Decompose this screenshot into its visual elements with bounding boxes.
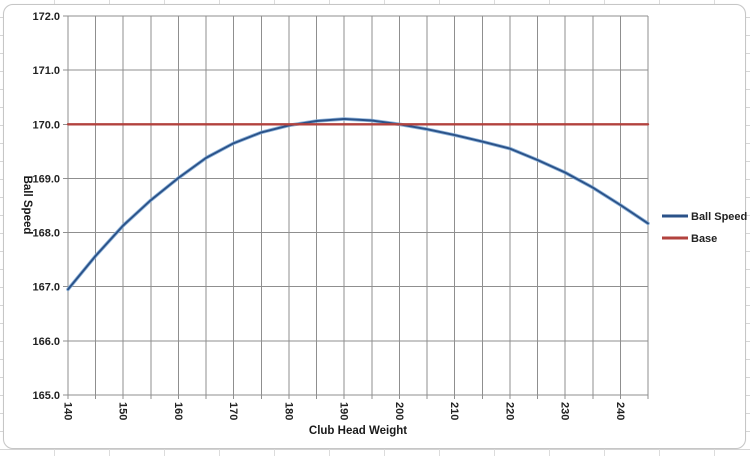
y-tick-label: 167.0 — [32, 282, 60, 294]
y-tick-label: 165.0 — [32, 390, 60, 402]
legend-label-base[interactable]: Base — [691, 233, 717, 245]
y-tick-label: 169.0 — [32, 173, 60, 185]
y-tick-label: 172.0 — [32, 11, 60, 23]
gridlines — [63, 15, 649, 399]
x-tick-label: 160 — [172, 402, 184, 420]
x-tick-label: 200 — [393, 402, 405, 420]
chart-area[interactable] — [3, 4, 746, 449]
x-tick-label: 150 — [117, 402, 129, 420]
y-axis-tick-labels: 165.0 166.0 167.0 168.0 169.0 170.0 171.0 172.0 — [32, 11, 60, 402]
y-tick-label: 170.0 — [32, 119, 60, 131]
x-tick-label: 210 — [448, 402, 460, 420]
x-tick-label: 190 — [338, 402, 350, 420]
x-tick-label: 240 — [614, 402, 626, 420]
series-line-ball-speed[interactable] — [67, 117, 649, 291]
y-tick-label: 166.0 — [32, 336, 60, 348]
x-tick-label: 230 — [559, 402, 571, 420]
plot-series[interactable] — [66, 117, 650, 292]
x-tick-label: 180 — [282, 402, 294, 420]
x-axis-tick-labels: 140 150 160 170 180 190 200 210 220 230 240 — [62, 402, 626, 420]
y-tick-label: 171.0 — [32, 65, 60, 77]
series-halo-0 — [66, 117, 650, 292]
y-tick-label: 168.0 — [32, 228, 60, 240]
legend-label-ball-speed[interactable]: Ball Speed — [691, 211, 747, 223]
x-tick-label: 140 — [62, 402, 74, 420]
legend[interactable]: Ball Speed Base — [662, 211, 747, 245]
x-tick-label: 220 — [503, 402, 515, 420]
x-tick-label: 170 — [227, 402, 239, 420]
y-axis-title: Ball Speed — [21, 176, 33, 235]
x-axis-title: Club Head Weight — [309, 425, 407, 437]
